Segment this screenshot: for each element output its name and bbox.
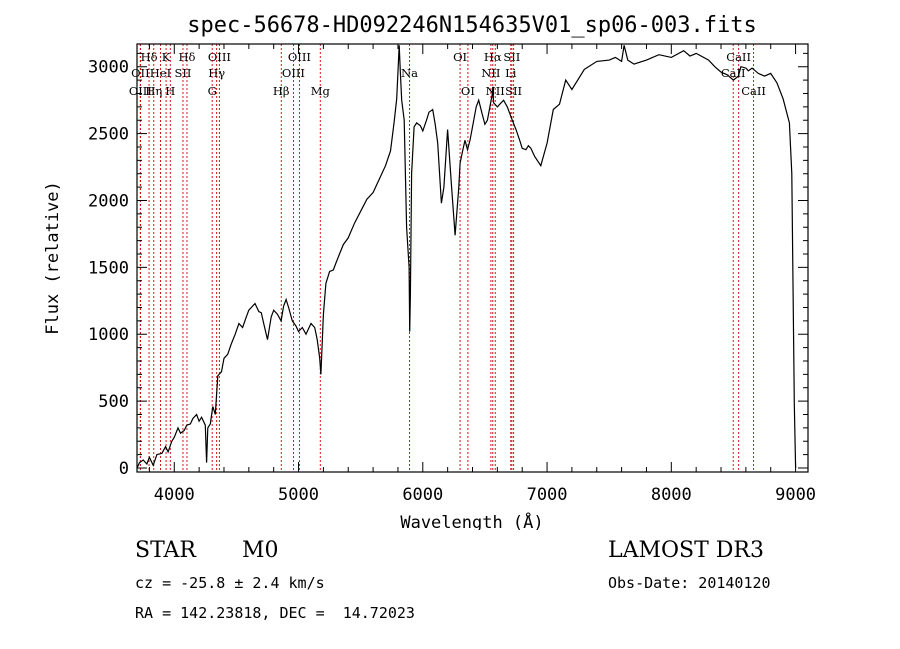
spectrum-line (136, 45, 797, 469)
y-tick-label: 0 (119, 459, 129, 479)
marker-label: Hγ (208, 66, 225, 80)
marker-label: K (162, 50, 171, 64)
marker-label: G (208, 84, 217, 98)
marker-label: Li (505, 66, 517, 80)
object-class: STAR (135, 538, 196, 563)
coordinates: RA = 142.23818, DEC = 14.72023 (135, 604, 415, 622)
x-axis: 4000 5000 6000 7000 8000 9000 (148, 44, 816, 505)
x-tick-label: 9000 (775, 485, 816, 505)
marker-label: H (165, 84, 175, 98)
marker-label: OI (461, 84, 475, 98)
marker-label: CaII (726, 50, 751, 64)
marker-label: Hβ (273, 84, 290, 98)
marker-label: OIII (288, 50, 311, 64)
marker-label: SII (505, 84, 522, 98)
marker-label: NII (481, 66, 500, 80)
y-tick-label: 2000 (88, 191, 129, 211)
y-tick-label: 1000 (88, 325, 129, 345)
marker-label: OI (453, 50, 467, 64)
x-tick-label: 8000 (651, 485, 692, 505)
x-tick-label: 7000 (527, 485, 568, 505)
x-axis-label: Wavelength (Å) (400, 511, 543, 530)
marker-label: Hα (484, 50, 502, 64)
marker-label: Na (401, 66, 418, 80)
survey-name: LAMOST DR3 (608, 538, 764, 563)
x-tick-label: 6000 (402, 485, 443, 505)
x-tick-label: 4000 (154, 485, 195, 505)
marker-label: SII (174, 66, 191, 80)
y-tick-label: 500 (98, 392, 129, 412)
y-tick-label: 2500 (88, 125, 129, 145)
marker-label: Hδ (141, 50, 158, 64)
marker-label: NII (486, 84, 505, 98)
marker-label: Hδ (178, 50, 195, 64)
marker-label: CaII (741, 84, 766, 98)
y-axis: 0 500 1000 1500 2000 2500 3000 (88, 52, 808, 479)
marker-label: OIII (129, 84, 152, 98)
subclass: M0 (242, 538, 279, 563)
chart-title: spec-56678-HD092246N154635V01_sp06-003.f… (187, 13, 757, 38)
marker-label: SII (503, 50, 520, 64)
y-tick-label: 3000 (88, 58, 129, 78)
marker-label: Hη (145, 84, 162, 98)
marker-label: OIII (282, 66, 305, 80)
obs-date: Obs-Date: 20140120 (608, 574, 771, 592)
redshift-value: cz = -25.8 ± 2.4 km/s (135, 574, 325, 592)
x-tick-label: 5000 (278, 485, 319, 505)
marker-label: OIII (208, 50, 231, 64)
marker-label: Mg (311, 84, 331, 98)
y-tick-label: 1500 (88, 258, 129, 278)
plot-frame (136, 43, 809, 473)
marker-label: CaII (721, 66, 746, 80)
marker-label: HeI (150, 66, 171, 80)
y-axis-label: Flux (relative) (43, 181, 63, 335)
